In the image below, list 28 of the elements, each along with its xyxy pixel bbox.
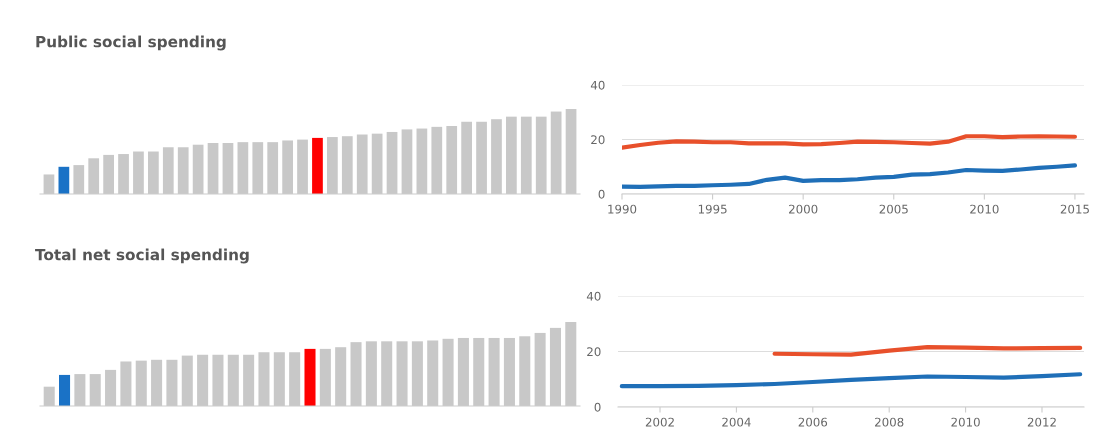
bar: [312, 137, 323, 194]
y-tick-label: 20: [591, 135, 605, 145]
y-tick-label: 40: [590, 80, 605, 90]
x-tick-label: 2008: [875, 417, 904, 427]
bar: [304, 348, 316, 406]
x-tick-label: 2012: [1027, 417, 1056, 427]
line-series: [622, 163, 1078, 190]
y-tick-label: 20: [587, 347, 601, 357]
x-tick-label: 2010: [951, 417, 980, 427]
x-tick-label: 2004: [722, 417, 751, 427]
x-tick-label: 2010: [970, 204, 999, 214]
x-tick-label: 2006: [798, 417, 828, 427]
chart-title: Public social spending: [36, 35, 226, 51]
line-series: [619, 372, 1083, 389]
line-series: [772, 344, 1083, 357]
chart-title: Total net social spending: [35, 248, 249, 264]
x-tick-label: 2005: [879, 204, 908, 214]
x-tick-label: 1995: [698, 204, 727, 214]
y-tick-label: 0: [598, 189, 605, 199]
y-tick-label: 0: [594, 402, 601, 412]
bar: [59, 374, 71, 406]
x-tick-label: 2002: [645, 417, 674, 427]
x-tick-label: 1990: [608, 204, 637, 214]
x-tick-label: 2015: [1060, 204, 1089, 214]
y-tick-label: 40: [586, 291, 601, 301]
bar: [58, 166, 70, 194]
line-series: [622, 134, 1078, 150]
x-tick-label: 2000: [789, 204, 818, 214]
